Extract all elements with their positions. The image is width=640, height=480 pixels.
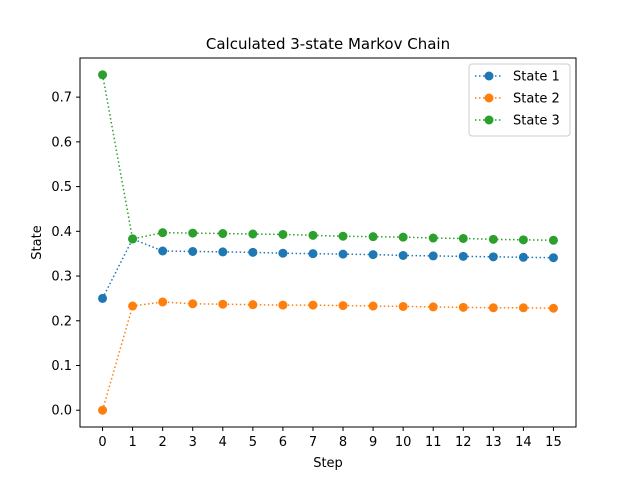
x-axis: 0 1 2 3 4 5 6 7 8 9 10 11 12 13 14 15 bbox=[98, 427, 562, 450]
data-point bbox=[548, 303, 558, 313]
legend: State 1 State 2 State 3 bbox=[468, 63, 571, 137]
x-tick-label: 1 bbox=[128, 435, 136, 450]
data-point bbox=[398, 301, 408, 311]
data-point bbox=[158, 228, 168, 238]
series-line bbox=[101, 301, 554, 411]
data-point bbox=[428, 302, 438, 312]
data-point bbox=[98, 70, 108, 80]
x-tick-label: 0 bbox=[98, 435, 106, 450]
data-point bbox=[458, 233, 468, 243]
data-point bbox=[188, 246, 198, 256]
y-tick-label: 0.3 bbox=[51, 270, 72, 285]
data-point bbox=[278, 300, 288, 310]
y-tick-label: 0.5 bbox=[51, 180, 72, 195]
x-axis-label: Step bbox=[313, 456, 343, 471]
x-tick-label: 11 bbox=[425, 435, 442, 450]
legend-label: State 1 bbox=[513, 70, 560, 85]
data-point bbox=[518, 303, 528, 313]
data-point bbox=[428, 251, 438, 261]
data-point bbox=[248, 300, 258, 310]
series-3 bbox=[98, 70, 558, 245]
data-point bbox=[368, 232, 378, 242]
data-point bbox=[98, 293, 108, 303]
data-point bbox=[368, 250, 378, 260]
data-point bbox=[218, 299, 228, 309]
legend-label: State 3 bbox=[513, 114, 560, 129]
x-tick-label: 2 bbox=[159, 435, 167, 450]
y-tick-label: 0.2 bbox=[51, 314, 72, 329]
y-axis-label: State bbox=[30, 225, 45, 259]
x-tick-label: 6 bbox=[279, 435, 287, 450]
data-point bbox=[488, 252, 498, 262]
y-tick-label: 0.1 bbox=[51, 359, 72, 374]
data-point bbox=[518, 235, 528, 245]
data-point bbox=[518, 252, 528, 262]
x-tick-label: 7 bbox=[309, 435, 317, 450]
y-tick-label: 0.0 bbox=[51, 404, 72, 419]
x-tick-label: 14 bbox=[515, 435, 532, 450]
data-point bbox=[338, 249, 348, 259]
data-point bbox=[488, 234, 498, 244]
data-point bbox=[158, 297, 168, 307]
x-tick-label: 12 bbox=[455, 435, 472, 450]
y-tick-label: 0.7 bbox=[51, 91, 72, 106]
x-tick-label: 4 bbox=[219, 435, 227, 450]
legend-item: State 1 bbox=[475, 70, 560, 85]
data-point bbox=[278, 248, 288, 258]
legend-item: State 2 bbox=[475, 92, 560, 107]
data-point bbox=[308, 249, 318, 259]
data-point bbox=[98, 405, 108, 415]
y-axis: 0.0 0.1 0.2 0.3 0.4 0.5 0.6 0.7 bbox=[51, 91, 80, 419]
data-point bbox=[368, 301, 378, 311]
data-point bbox=[398, 250, 408, 260]
data-point bbox=[428, 233, 438, 243]
data-point bbox=[128, 234, 138, 244]
data-point bbox=[548, 253, 558, 263]
data-point bbox=[308, 230, 318, 240]
x-tick-label: 3 bbox=[189, 435, 197, 450]
data-point bbox=[158, 246, 168, 256]
x-tick-label: 9 bbox=[369, 435, 377, 450]
y-tick-label: 0.6 bbox=[51, 135, 72, 150]
data-point bbox=[548, 235, 558, 245]
legend-label: State 2 bbox=[513, 92, 560, 107]
chart-title: Calculated 3-state Markov Chain bbox=[206, 35, 450, 53]
data-point bbox=[338, 301, 348, 311]
data-point bbox=[488, 303, 498, 313]
plot-area bbox=[98, 70, 558, 415]
data-point bbox=[398, 232, 408, 242]
series-line bbox=[101, 237, 554, 299]
x-tick-label: 13 bbox=[485, 435, 502, 450]
data-point bbox=[218, 229, 228, 239]
x-tick-label: 8 bbox=[339, 435, 347, 450]
legend-marker bbox=[484, 93, 494, 103]
data-point bbox=[128, 301, 138, 311]
data-point bbox=[248, 229, 258, 239]
x-tick-label: 5 bbox=[249, 435, 257, 450]
x-tick-label: 10 bbox=[395, 435, 412, 450]
data-point bbox=[188, 299, 198, 309]
legend-marker bbox=[484, 71, 494, 81]
legend-item: State 3 bbox=[475, 114, 560, 129]
series-line bbox=[101, 74, 554, 242]
data-point bbox=[458, 302, 468, 312]
data-point bbox=[188, 228, 198, 238]
series-2 bbox=[98, 297, 558, 415]
data-point bbox=[308, 300, 318, 310]
y-tick-label: 0.4 bbox=[51, 225, 72, 240]
legend-box bbox=[468, 63, 571, 137]
data-point bbox=[338, 231, 348, 241]
legend-marker bbox=[484, 115, 494, 125]
data-point bbox=[248, 247, 258, 257]
data-point bbox=[458, 251, 468, 261]
x-tick-label: 15 bbox=[545, 435, 562, 450]
data-point bbox=[278, 229, 288, 239]
data-point bbox=[218, 247, 228, 257]
axes-frame bbox=[79, 57, 577, 428]
